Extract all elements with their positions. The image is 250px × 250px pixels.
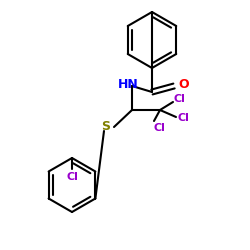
Text: Cl: Cl (153, 123, 165, 133)
Text: Cl: Cl (177, 113, 189, 123)
Text: Cl: Cl (66, 172, 78, 182)
Text: HN: HN (118, 78, 139, 92)
Text: O: O (178, 78, 189, 92)
Text: Cl: Cl (174, 94, 186, 104)
Text: S: S (102, 120, 110, 134)
